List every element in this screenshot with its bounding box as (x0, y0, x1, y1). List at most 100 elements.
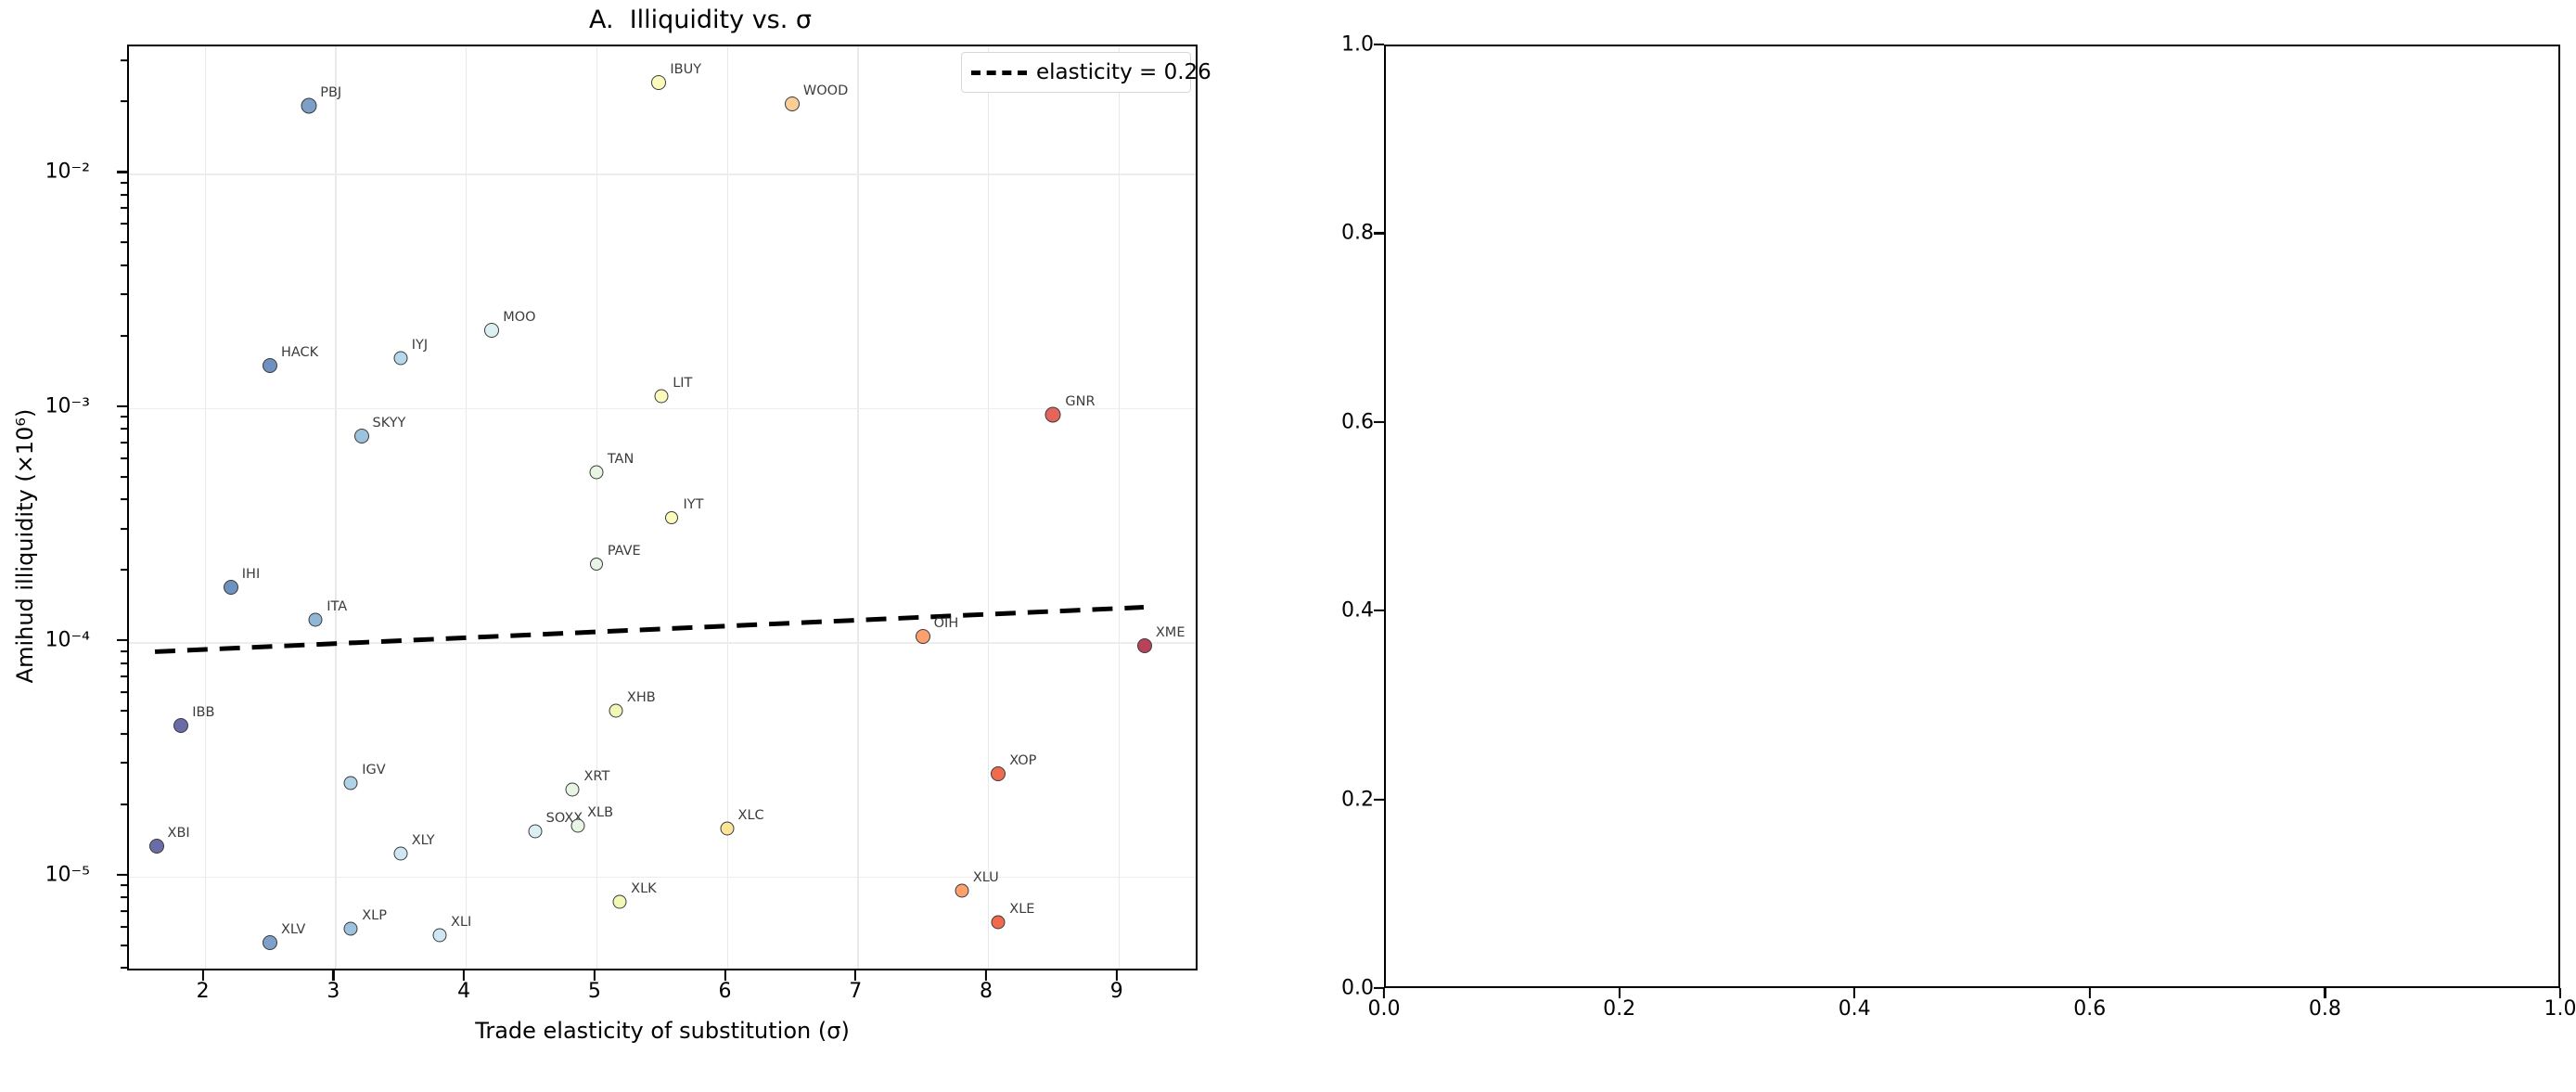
legend: elasticity = 0.26 (961, 52, 1211, 93)
right-y-tick-mark (1374, 43, 1384, 46)
right-y-tick-label: 0.4 (1341, 598, 1374, 623)
right-y-tick-mark (1374, 986, 1384, 990)
data-point (612, 894, 627, 909)
x-tick-mark (462, 970, 466, 981)
data-point-label: SKYY (372, 415, 406, 430)
legend-label: elasticity = 0.26 (1036, 60, 1211, 84)
right-x-tick-mark (2088, 988, 2091, 998)
legend-dashed-line-swatch (971, 70, 1027, 75)
y-minor-tick-mark (121, 884, 127, 887)
y-minor-tick-mark (121, 649, 127, 652)
y-minor-tick-mark (121, 456, 127, 459)
right-x-tick-label: 0.6 (2073, 997, 2107, 1021)
data-point (343, 921, 358, 936)
data-point-label: GNR (1065, 393, 1096, 409)
y-tick-label: 10⁻⁴ (45, 628, 90, 652)
y-minor-tick-mark (121, 428, 127, 430)
data-point (1044, 406, 1061, 423)
y-axis-label-wrapper: Amihud illiquidity (×10⁶) (6, 0, 45, 1092)
y-minor-tick-mark (121, 100, 127, 103)
data-point-label: IYJ (411, 338, 429, 353)
y-minor-tick-mark (121, 207, 127, 210)
right-y-tick-label: 0.8 (1341, 221, 1374, 245)
data-point-label: XBI (167, 825, 190, 841)
x-tick-label: 9 (1109, 980, 1123, 1003)
x-tick-mark (593, 970, 596, 981)
data-point (955, 883, 969, 898)
x-tick-mark (724, 970, 726, 981)
data-point (654, 389, 669, 404)
data-point-label: ITA (327, 598, 348, 614)
data-point-label: XLP (362, 907, 387, 923)
right-y-tick-label: 0.2 (1341, 788, 1374, 812)
data-point (784, 96, 800, 112)
data-point-label: WOOD (802, 84, 849, 99)
y-minor-tick-mark (121, 241, 127, 244)
data-point-label: XLE (1009, 901, 1035, 917)
data-point (720, 821, 735, 836)
x-tick-mark (201, 970, 204, 981)
y-axis-label: Amihud illiquidity (×10⁶) (12, 408, 38, 684)
data-point-label: PBJ (320, 85, 342, 101)
data-point (651, 75, 667, 91)
right-x-tick-label: 0.8 (2308, 997, 2341, 1021)
empty-right-panel: 0.0 0.2 0.4 0.6 0.8 1.0 0.0 0.2 0.4 0.6 0.8 1.0 (1299, 0, 2576, 1092)
y-tick-mark (117, 639, 127, 642)
y-minor-tick-mark (121, 967, 127, 970)
y-minor-tick-mark (121, 691, 127, 694)
y-tick-mark (117, 873, 127, 876)
data-point (1136, 637, 1152, 653)
y-tick-mark (117, 171, 127, 173)
plot-clip: PBJ IBUY WOOD MOO IYJ HACK SKYY LIT GNR TAN IYT PAV… (129, 46, 1196, 969)
y-minor-tick-mark (121, 944, 127, 946)
scatter-plot-area: PBJ IBUY WOOD MOO IYJ HACK SKYY LIT GNR TAN IYT PAV… (127, 45, 1198, 970)
y-minor-tick-mark (121, 803, 127, 805)
gridline-vertical (988, 46, 990, 969)
y-tick-label: 10⁻³ (45, 394, 90, 418)
y-minor-tick-mark (121, 58, 127, 61)
data-point-label: MOO (503, 309, 536, 325)
gridline-vertical (204, 46, 206, 969)
data-point (308, 612, 323, 627)
x-tick-label: 7 (849, 980, 863, 1003)
gridline-vertical (857, 46, 859, 969)
data-point (991, 915, 1006, 930)
gridline-vertical (726, 46, 728, 969)
right-plot-area (1384, 45, 2560, 988)
right-y-tick-mark (1374, 798, 1384, 801)
page-title: A. Illiquidity vs. σ (588, 6, 813, 34)
data-point-label: XLK (631, 881, 657, 896)
data-point-label: XLY (411, 833, 435, 849)
trendline (154, 605, 1145, 654)
data-point-label: LIT (673, 376, 693, 392)
data-point (570, 818, 585, 833)
y-tick-mark (117, 405, 127, 407)
gridline-horizontal (129, 407, 1196, 410)
y-minor-tick-mark (121, 762, 127, 764)
x-tick-label: 4 (457, 980, 471, 1003)
data-point-label: XLU (972, 870, 999, 886)
right-y-tick-mark (1374, 232, 1384, 235)
data-point (589, 558, 603, 572)
y-minor-tick-mark (121, 193, 127, 196)
data-point (262, 935, 277, 951)
y-minor-tick-mark (121, 732, 127, 735)
right-y-tick-label: 0.6 (1341, 410, 1374, 434)
data-point (353, 428, 369, 443)
right-x-tick-label: 1.0 (2544, 997, 2576, 1021)
y-minor-tick-mark (121, 498, 127, 501)
data-point-label: IBB (192, 705, 215, 721)
right-y-tick-label: 1.0 (1341, 32, 1374, 57)
data-point-label: XRT (583, 769, 610, 785)
data-point (991, 765, 1006, 781)
x-tick-label: 5 (587, 980, 601, 1003)
data-point-label: OIH (933, 615, 959, 631)
right-y-tick-mark (1374, 420, 1384, 423)
right-x-tick-label: 0.2 (1603, 997, 1636, 1021)
right-x-tick-mark (2558, 988, 2562, 998)
data-point-label: IBUY (670, 62, 702, 78)
y-minor-tick-mark (121, 263, 127, 266)
data-point (665, 511, 679, 525)
illiquidity-scatter-panel: A. Illiquidity vs. σ Amihud illiquidity … (6, 0, 1211, 1092)
right-x-tick-label: 0.4 (1838, 997, 1871, 1021)
